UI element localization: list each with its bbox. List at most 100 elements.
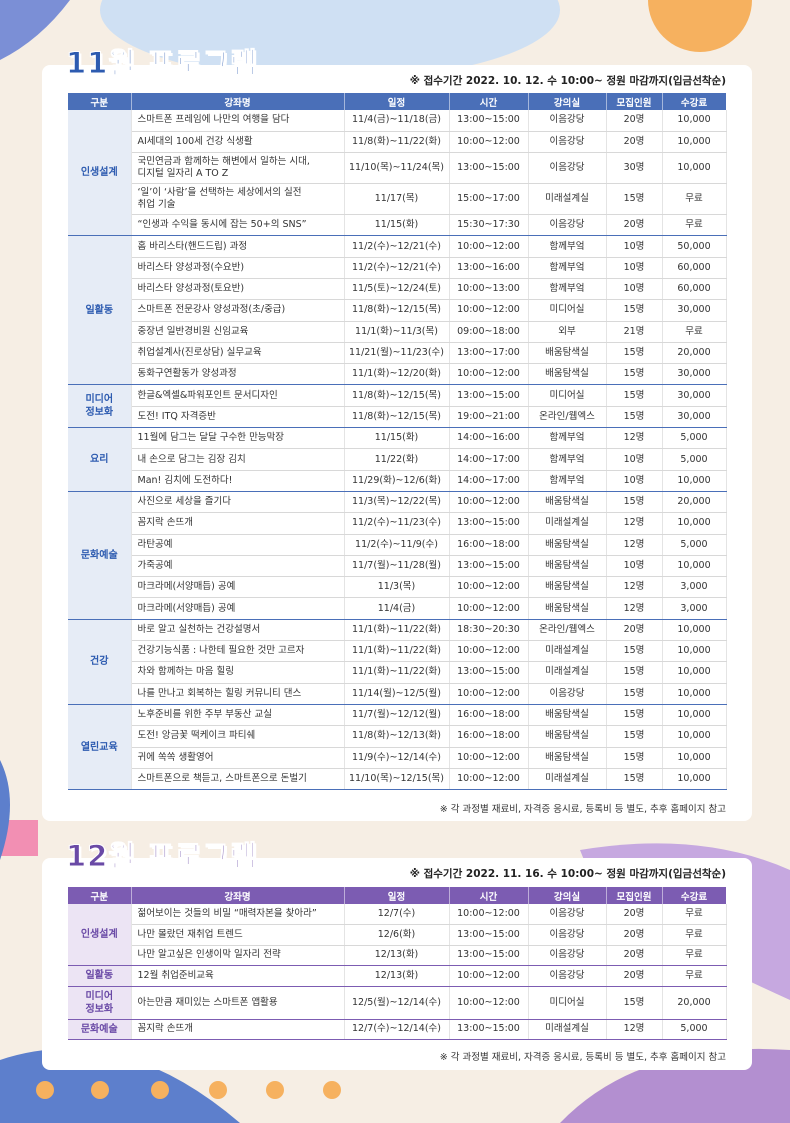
course-cell: 11/1(화)~12/20(화) <box>344 363 450 386</box>
course-cell: 11/17(목) <box>344 183 450 216</box>
course-cell: 온라인/웹엑스 <box>528 406 607 429</box>
course-row: 인생설계 젊어보이는 것들의 비밀 “매력자본을 찾아라” 12/7(수) 10:00… <box>68 904 727 966</box>
course-name: “인생과 수익을 동시에 잡는 50+의 SNS” <box>131 214 345 237</box>
header-cell: 수강료 <box>662 93 727 110</box>
course-cell: 11/8(화)~12/15(목) <box>344 406 450 429</box>
course-cell: 미디어실 <box>528 986 607 1020</box>
course-cell: 20명 <box>606 619 663 642</box>
header-cell: 모집인원 <box>606 887 663 904</box>
course-row: 나를 만나고 회복하는 힐링 커뮤니티 댄스 11/14(월)~12/5(월) 10… <box>68 683 727 705</box>
course-cell: 11/2(수)~11/23(수) <box>344 512 450 535</box>
course-cell: 11/22(화) <box>344 448 450 471</box>
course-cell: 무료 <box>662 965 727 987</box>
course-cell: 12명 <box>606 1019 663 1040</box>
course-row: 일활동 홈 바리스타(핸드드립) 과정 11/2(수)~12/21(수) 10:00~… <box>68 235 727 386</box>
course-row: 건강 바로 알고 실천하는 건강설명서 11/1(화)~11/22(화) 18:30~… <box>68 619 727 705</box>
course-name: 나만 몰랐던 재취업 트렌드 <box>131 924 345 946</box>
course-cell: 함께부엌 <box>528 257 607 279</box>
course-cell: 15:00~17:00 <box>449 183 529 216</box>
course-cell: 5,000 <box>662 427 727 450</box>
course-cell: 무료 <box>662 924 727 946</box>
course-cell: 미래설계실 <box>528 640 607 663</box>
course-name: 마크라메(서양매듭) 공예 <box>131 597 345 620</box>
course-cell: 11/1(화)~11/3(목) <box>344 321 450 343</box>
course-name: 바로 알고 실천하는 건강설명서 <box>131 619 345 642</box>
course-row: 바리스타 양성과정(토요반) 11/5(토)~12/24(토) 10:00~13:0… <box>68 278 727 301</box>
header-cell: 강좌명 <box>131 93 345 110</box>
course-cell: 15명 <box>606 661 663 684</box>
course-cell: 15명 <box>606 986 663 1020</box>
course-cell: 함께부엌 <box>528 235 607 258</box>
course-row: 열린교육 노후준비를 위한 주부 부동산 교실 11/7(월)~12/12(월) 16… <box>68 704 727 791</box>
course-row: 마크라메(서양매듭) 공예 11/3(목) 10:00~12:00 배움탐색실 12명 3… <box>68 576 727 599</box>
course-row: “인생과 수익을 동시에 잡는 50+의 SNS” 11/15(화) 15:30~1… <box>68 214 727 237</box>
course-cell: 14:00~16:00 <box>449 427 529 450</box>
course-cell: 11/7(월)~12/12(월) <box>344 704 450 727</box>
category-cell: 미디어 정보화 <box>68 986 132 1020</box>
course-cell: 10명 <box>606 555 663 578</box>
course-cell: 13:00~16:00 <box>449 257 529 279</box>
course-cell: 11/8(화)~12/15(목) <box>344 299 450 322</box>
course-cell: 18:30~20:30 <box>449 619 529 642</box>
course-cell: 30,000 <box>662 406 727 429</box>
course-cell: 11/2(수)~11/9(수) <box>344 534 450 556</box>
course-cell: 미래설계실 <box>528 1019 607 1040</box>
course-name: 가죽공예 <box>131 555 345 578</box>
header-row: 구분 강좌명 일정 시간 강의실 모집인원 수강료 <box>68 93 727 110</box>
course-cell: 이음강당 <box>528 214 607 237</box>
notice: ※ 접수기간 2022. 10. 12. 수 10:00~ 정원 마감까지(입금… <box>409 75 726 87</box>
course-cell: 10명 <box>606 470 663 492</box>
course-row: 미디어 정보화 한글&엑셀&파워포인트 문서디자인 11/8(화)~12/15(목)… <box>68 384 727 429</box>
course-cell: 12/13(화) <box>344 965 450 987</box>
course-cell: 30,000 <box>662 384 727 407</box>
course-cell: 15명 <box>606 299 663 322</box>
course-row: 귀에 쏙쏙 생활영어 11/9(수)~12/14(수) 10:00~12:00 배움탐… <box>68 747 727 769</box>
course-name: 12월 취업준비교육 <box>131 965 345 987</box>
course-cell: 이음강당 <box>528 945 607 966</box>
course-cell: 11/8(화)~12/15(목) <box>344 384 450 407</box>
course-cell: 10,000 <box>662 704 727 727</box>
course-cell: 21명 <box>606 321 663 343</box>
course-cell: 미래설계실 <box>528 512 607 535</box>
course-cell: 15명 <box>606 183 663 216</box>
header-cell: 수강료 <box>662 887 727 904</box>
header-cell: 모집인원 <box>606 93 663 110</box>
course-cell: 20명 <box>606 131 663 154</box>
course-cell: 10명 <box>606 448 663 471</box>
course-cell: 5,000 <box>662 534 727 556</box>
course-name: 스마트폰 프레임에 나만의 여행을 담다 <box>131 110 345 132</box>
course-name: AI세대의 100세 건강 식생활 <box>131 131 345 154</box>
course-row: 스마트폰으로 책듣고, 스마트폰으로 돈벌기 11/10(목)~12/15(목) 1… <box>68 768 727 791</box>
header-cell: 시간 <box>449 93 529 110</box>
program-table: 구분 강좌명 일정 시간 강의실 모집인원 수강료 인생설계 젊어보이는 것들의 비밀 “매력자… <box>68 887 727 1040</box>
course-cell: 15명 <box>606 640 663 663</box>
course-cell: 이음강당 <box>528 965 607 987</box>
course-cell: 이음강당 <box>528 131 607 154</box>
course-cell: 무료 <box>662 183 727 216</box>
course-name: 스마트폰으로 책듣고, 스마트폰으로 돈벌기 <box>131 768 345 791</box>
course-cell: 13:00~15:00 <box>449 945 529 966</box>
course-cell: 미래설계실 <box>528 183 607 216</box>
course-name: 홈 바리스타(핸드드립) 과정 <box>131 235 345 258</box>
course-name: 차와 함께하는 마음 힐링 <box>131 661 345 684</box>
course-cell: 10:00~12:00 <box>449 986 529 1020</box>
course-cell: 3,000 <box>662 576 727 599</box>
course-cell: 12/13(화) <box>344 945 450 966</box>
course-cell: 11/14(월)~12/5(월) <box>344 683 450 705</box>
section-title: 12월 프로그램 <box>66 839 258 874</box>
course-row: 중장년 일반경비원 신임교육 11/1(화)~11/3(목) 09:00~18:00… <box>68 321 727 343</box>
course-cell: 20명 <box>606 904 663 925</box>
footnote: ※ 각 과정별 재료비, 자격증 응시료, 등록비 등 별도, 추후 홈페이지 … <box>439 804 726 815</box>
course-row: 내 손으로 담그는 김장 김치 11/22(화) 14:00~17:00 함께부엌 10… <box>68 448 727 471</box>
course-cell: 11/10(목)~11/24(목) <box>344 152 450 185</box>
category-cell: 열린교육 <box>68 704 132 791</box>
course-cell: 11/5(토)~12/24(토) <box>344 278 450 301</box>
header-cell: 강의실 <box>528 93 607 110</box>
course-cell: 10:00~12:00 <box>449 299 529 322</box>
course-cell: 11/15(화) <box>344 427 450 450</box>
course-cell: 15명 <box>606 406 663 429</box>
course-cell: 12/7(수)~12/14(수) <box>344 1019 450 1040</box>
course-cell: 14:00~17:00 <box>449 448 529 471</box>
course-cell: 함께부엌 <box>528 448 607 471</box>
course-cell: 이음강당 <box>528 904 607 925</box>
